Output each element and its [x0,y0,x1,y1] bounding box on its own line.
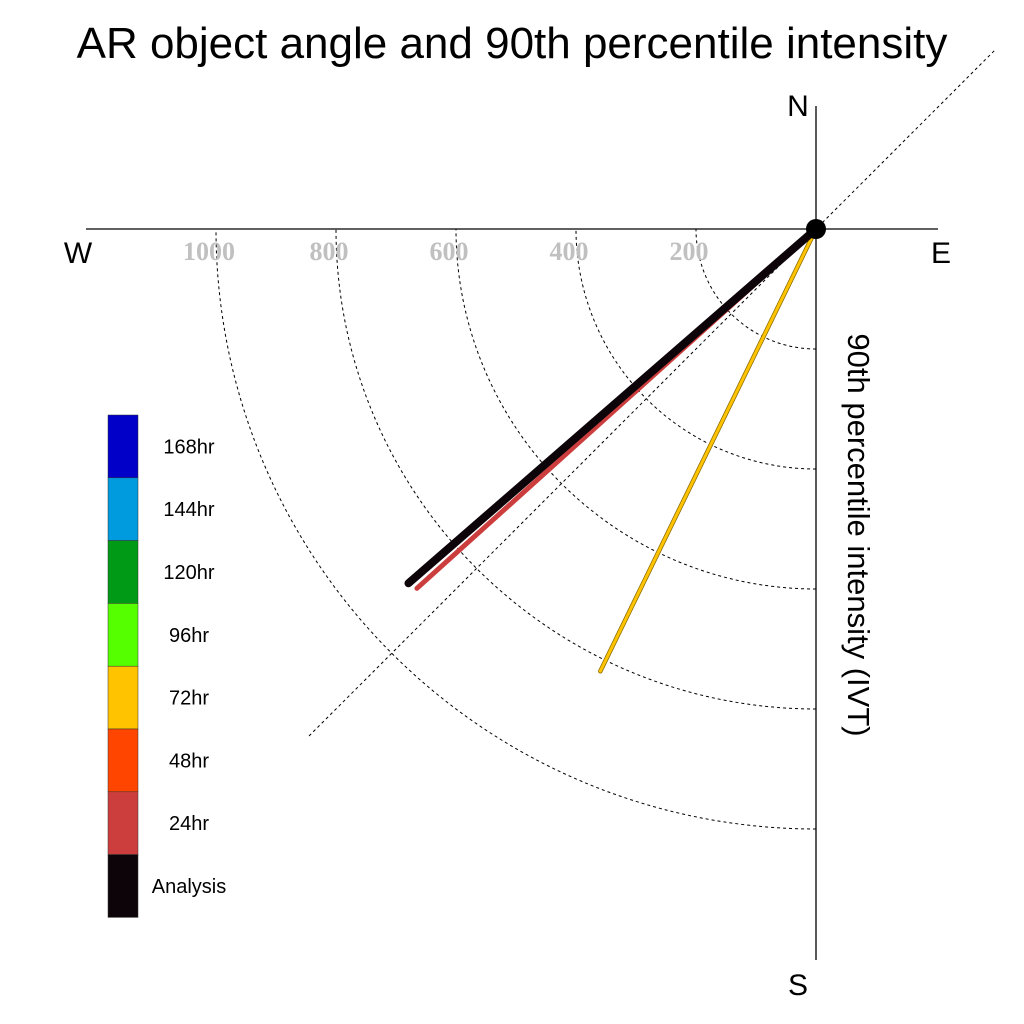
radial-tick-label: 400 [550,237,589,266]
radial-tick-label: 600 [430,237,469,266]
legend-swatch-24hr [107,791,139,855]
series-line-analysis [404,225,820,588]
grid-ring-5 [215,228,817,830]
legend-swatch-144hr [107,477,139,541]
y-axis-label: 90th percentile intensity (IVT) [841,333,876,736]
legend: 168hr 144hr 120hr 96hr 72hr 48hr 24hr Analysis [107,414,226,918]
axes [86,106,938,960]
radial-tick-label: 800 [310,237,349,266]
legend-swatch-48hr [107,728,139,793]
legend-label: 96hr [169,625,209,647]
legend-label: 168hr [163,436,214,458]
legend-swatch-168hr [107,414,139,479]
grid-ring-1 [695,228,817,350]
series [404,225,820,674]
legend-label: 144hr [163,499,214,521]
legend-swatch-72hr [107,665,139,730]
compass-east: E [931,237,951,270]
compass-south: S [788,969,808,1002]
radial-tick-label: 1000 [183,237,235,266]
legend-swatch-analysis [107,854,139,918]
radial-tick-label: 200 [670,237,709,266]
compass-west: W [64,237,93,270]
radial-tick-labels: 200 400 600 800 1000 [183,237,709,266]
compass-north: N [787,90,809,123]
diagonal-guide [306,50,995,739]
origin-marker [806,219,826,239]
legend-swatch-96hr [107,603,139,667]
legend-swatch-120hr [107,540,139,604]
chart-title: AR object angle and 90th percentile inte… [77,19,948,68]
legend-label: 120hr [163,562,214,584]
grid [215,50,995,830]
series-line-72hr [598,227,818,673]
legend-label: 72hr [169,688,209,710]
legend-label: 24hr [169,813,209,835]
legend-label: 48hr [169,750,209,772]
legend-label: Analysis [152,876,226,898]
